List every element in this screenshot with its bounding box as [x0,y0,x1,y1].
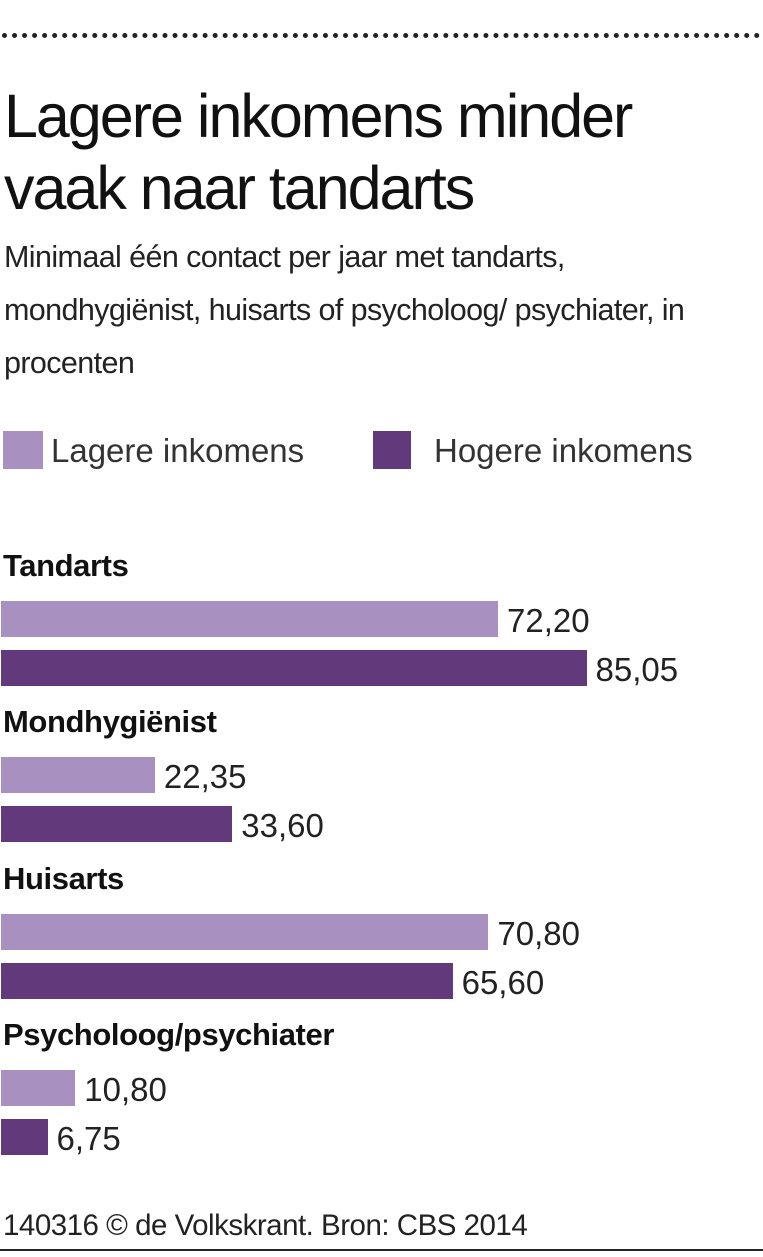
value-label-hogere-inkomens-psycholoog-psychiater: 6,75 [56,1120,121,1157]
category-label-huisarts: Huisarts [3,861,124,896]
footer-rule [0,1249,763,1251]
source-credit: 140316 © de Volkskrant. Bron: CBS 2014 [3,1209,528,1242]
bar-lagere-inkomens-psycholoog-psychiater [1,1070,76,1106]
bar-lagere-inkomens-huisarts [1,914,489,950]
value-label-lagere-inkomens-mondhygienist: 22,35 [163,758,247,795]
legend-label-lagere: Lagere inkomens [51,432,305,469]
legend-swatch-hogere [373,431,411,469]
category-label-psycholoog-psychiater: Psycholoog/psychiater [3,1017,334,1052]
bar-hogere-inkomens-mondhygienist [1,806,233,842]
category-label-tandarts: Tandarts [3,548,129,583]
dotted-divider [2,33,760,38]
category-label-mondhygienist: Mondhygiënist [3,704,217,739]
legend-label-hogere: Hogere inkomens [434,432,693,469]
bar-hogere-inkomens-tandarts [1,650,587,686]
legend-swatch-lagere [3,431,43,469]
value-label-lagere-inkomens-tandarts: 72,20 [507,602,590,639]
value-label-lagere-inkomens-psycholoog-psychiater: 10,80 [84,1071,167,1108]
value-label-hogere-inkomens-huisarts: 65,60 [461,964,545,1001]
chart-subtitle: Minimaal één contact per jaar met tandar… [4,240,685,380]
bar-hogere-inkomens-psycholoog-psychiater [1,1119,48,1155]
value-label-lagere-inkomens-huisarts: 70,80 [497,915,580,952]
value-label-hogere-inkomens-tandarts: 85,05 [595,651,679,688]
value-label-hogere-inkomens-mondhygienist: 33,60 [241,807,324,844]
bar-lagere-inkomens-tandarts [1,601,498,637]
bar-lagere-inkomens-mondhygienist [1,757,155,793]
chart-title: Lagere inkomens minder vaak naar tandart… [4,82,633,222]
bar-hogere-inkomens-huisarts [1,963,453,999]
